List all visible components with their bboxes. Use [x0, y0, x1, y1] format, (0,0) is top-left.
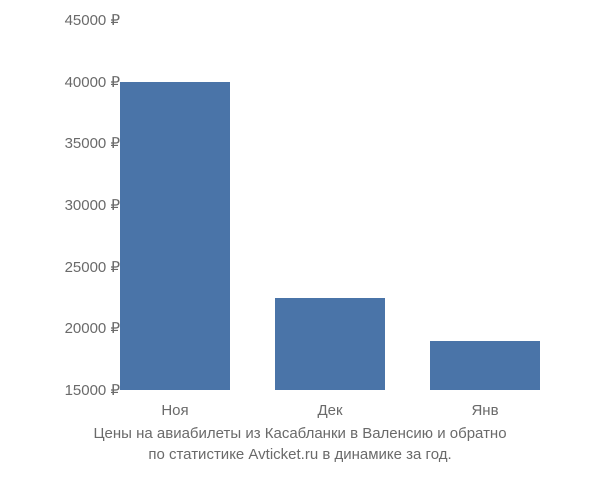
- y-tick-label: 25000 ₽: [65, 258, 120, 276]
- y-tick-label: 30000 ₽: [65, 196, 120, 214]
- y-tick-label: 45000 ₽: [65, 11, 120, 29]
- bar: [430, 341, 540, 390]
- x-tick-label: Дек: [317, 402, 342, 419]
- y-tick-label: 15000 ₽: [65, 381, 120, 399]
- x-tick-label: Янв: [471, 402, 498, 419]
- caption-line-2: по статистике Avticket.ru в динамике за …: [0, 444, 600, 465]
- y-tick-label: 35000 ₽: [65, 134, 120, 152]
- y-tick-label: 20000 ₽: [65, 319, 120, 337]
- plot-area: [95, 20, 565, 390]
- y-tick-label: 40000 ₽: [65, 73, 120, 91]
- x-tick-label: Ноя: [161, 402, 188, 419]
- caption-line-1: Цены на авиабилеты из Касабланки в Вален…: [0, 423, 600, 444]
- chart-container: Цены на авиабилеты из Касабланки в Вален…: [0, 0, 600, 500]
- bar: [275, 298, 385, 391]
- bar: [120, 82, 230, 390]
- chart-caption: Цены на авиабилеты из Касабланки в Вален…: [0, 423, 600, 465]
